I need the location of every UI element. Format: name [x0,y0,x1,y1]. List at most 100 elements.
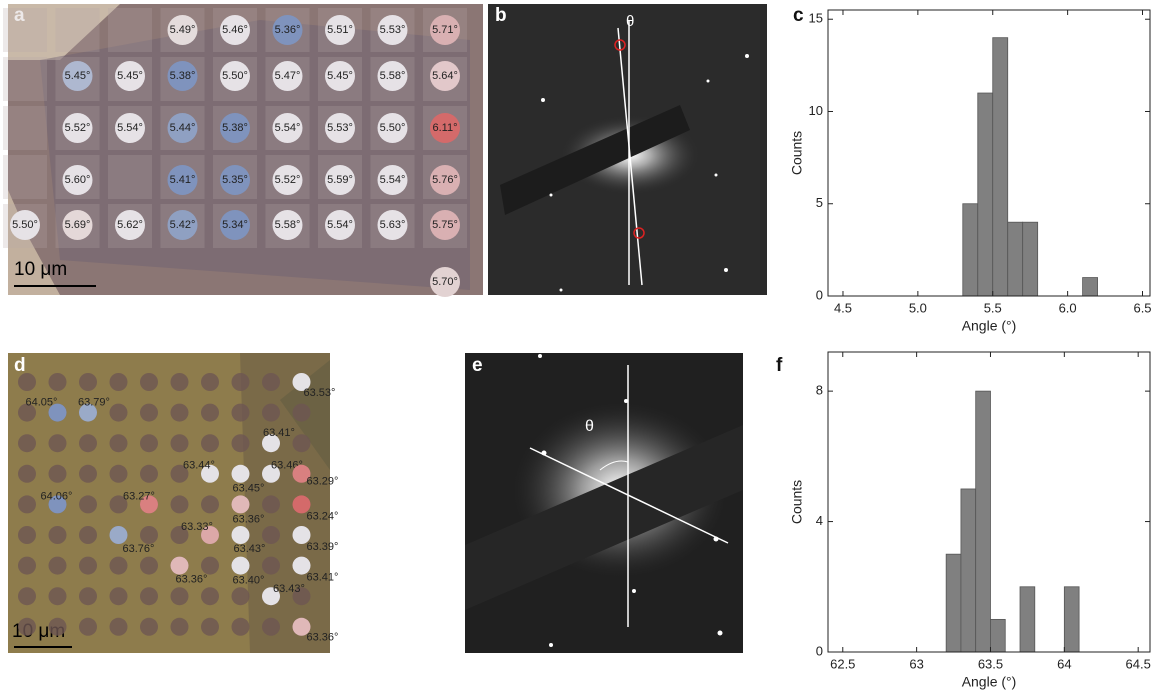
site-angle: 5.47° [275,70,301,82]
site-angle: 63.45° [233,483,265,495]
dot [171,618,189,636]
site-angle: 5.35° [222,174,248,186]
x-axis-label: Angle (°) [962,318,1017,334]
dot [140,557,158,575]
spot [538,354,542,358]
site-circle [232,465,250,483]
spot [707,80,710,83]
spot [624,399,628,403]
bar [978,93,993,296]
site-angle: 63.44° [183,460,215,472]
site-angle: 5.63° [380,219,406,231]
site-angle: 63.24° [307,510,339,522]
angle-symbol: θ [585,418,594,435]
x-axis-label: Angle (°) [962,674,1017,690]
dot [140,373,158,391]
dot [232,404,250,422]
site-angle: 63.53° [304,387,336,399]
site-angle: 5.45° [65,70,91,82]
panel-label: c [793,5,804,26]
site-angle: 5.70° [432,276,458,288]
bar [990,619,1005,652]
dot [140,465,158,483]
site-angle: 5.52° [65,122,91,134]
bar [963,204,978,296]
dot [49,587,67,605]
site-angle: 5.38° [222,122,248,134]
dot [49,557,67,575]
dot [79,373,97,391]
bar [961,489,976,652]
dot [79,465,97,483]
diffraction-e: θ [465,353,743,653]
site-angle: 63.41° [307,572,339,584]
dot [110,618,128,636]
site-angle: 5.58° [380,70,406,82]
dot [201,434,219,452]
dot [18,434,36,452]
site-angle: 63.36° [307,632,339,644]
site-angle: 63.36° [233,513,265,525]
site-angle: 64.05° [26,397,58,409]
spot [550,194,553,197]
site-angle: 63.29° [307,476,339,488]
site-angle: 5.54° [327,219,353,231]
site-angle: 5.45° [117,70,143,82]
transfer-square [3,57,47,101]
dot [171,373,189,391]
dot [18,557,36,575]
spot [542,451,547,456]
dot [232,434,250,452]
dot [201,587,219,605]
x-tick-label: 64.5 [1126,656,1151,671]
dot [140,526,158,544]
spot [714,537,719,542]
dot [140,618,158,636]
spot [715,174,718,177]
dot [79,618,97,636]
spot [718,631,723,636]
site-angle: 63.79° [78,397,110,409]
site-angle: 63.41° [263,427,295,439]
site-circle [232,557,250,575]
site-angle: 5.52° [275,174,301,186]
site-angle: 63.36° [176,574,208,586]
site-angle: 63.43° [273,583,305,595]
y-tick-label: 0 [816,287,823,302]
panel-label: b [495,5,507,26]
site-angle: 5.54° [117,122,143,134]
x-tick-label: 5.5 [984,300,1002,315]
transfer-square [3,8,47,52]
site-circle [232,526,250,544]
bar [1020,587,1035,652]
site-angle: 5.60° [65,174,91,186]
dot [110,587,128,605]
bar [1008,222,1023,296]
site-angle: 5.49° [170,24,196,36]
x-tick-label: 5.0 [909,300,927,315]
site-circle [110,526,128,544]
site-angle: 63.39° [307,541,339,553]
dot [262,618,280,636]
dot [201,618,219,636]
dot [49,373,67,391]
panel-label: d [14,355,26,376]
y-axis-label: Counts [789,131,805,175]
dot [232,587,250,605]
dot [201,373,219,391]
x-tick-label: 6.0 [1059,300,1077,315]
y-tick-label: 5 [816,195,823,210]
site-angle: 63.40° [233,575,265,587]
site-angle: 5.54° [380,174,406,186]
dot [79,587,97,605]
site-angle: 5.53° [327,122,353,134]
dot [18,373,36,391]
dot [49,618,67,636]
dot [171,404,189,422]
spot [632,589,636,593]
dot [49,465,67,483]
angle-symbol: θ [626,13,634,30]
dot [232,373,250,391]
site-angle: 5.42° [170,219,196,231]
site-angle: 63.27° [123,490,155,502]
